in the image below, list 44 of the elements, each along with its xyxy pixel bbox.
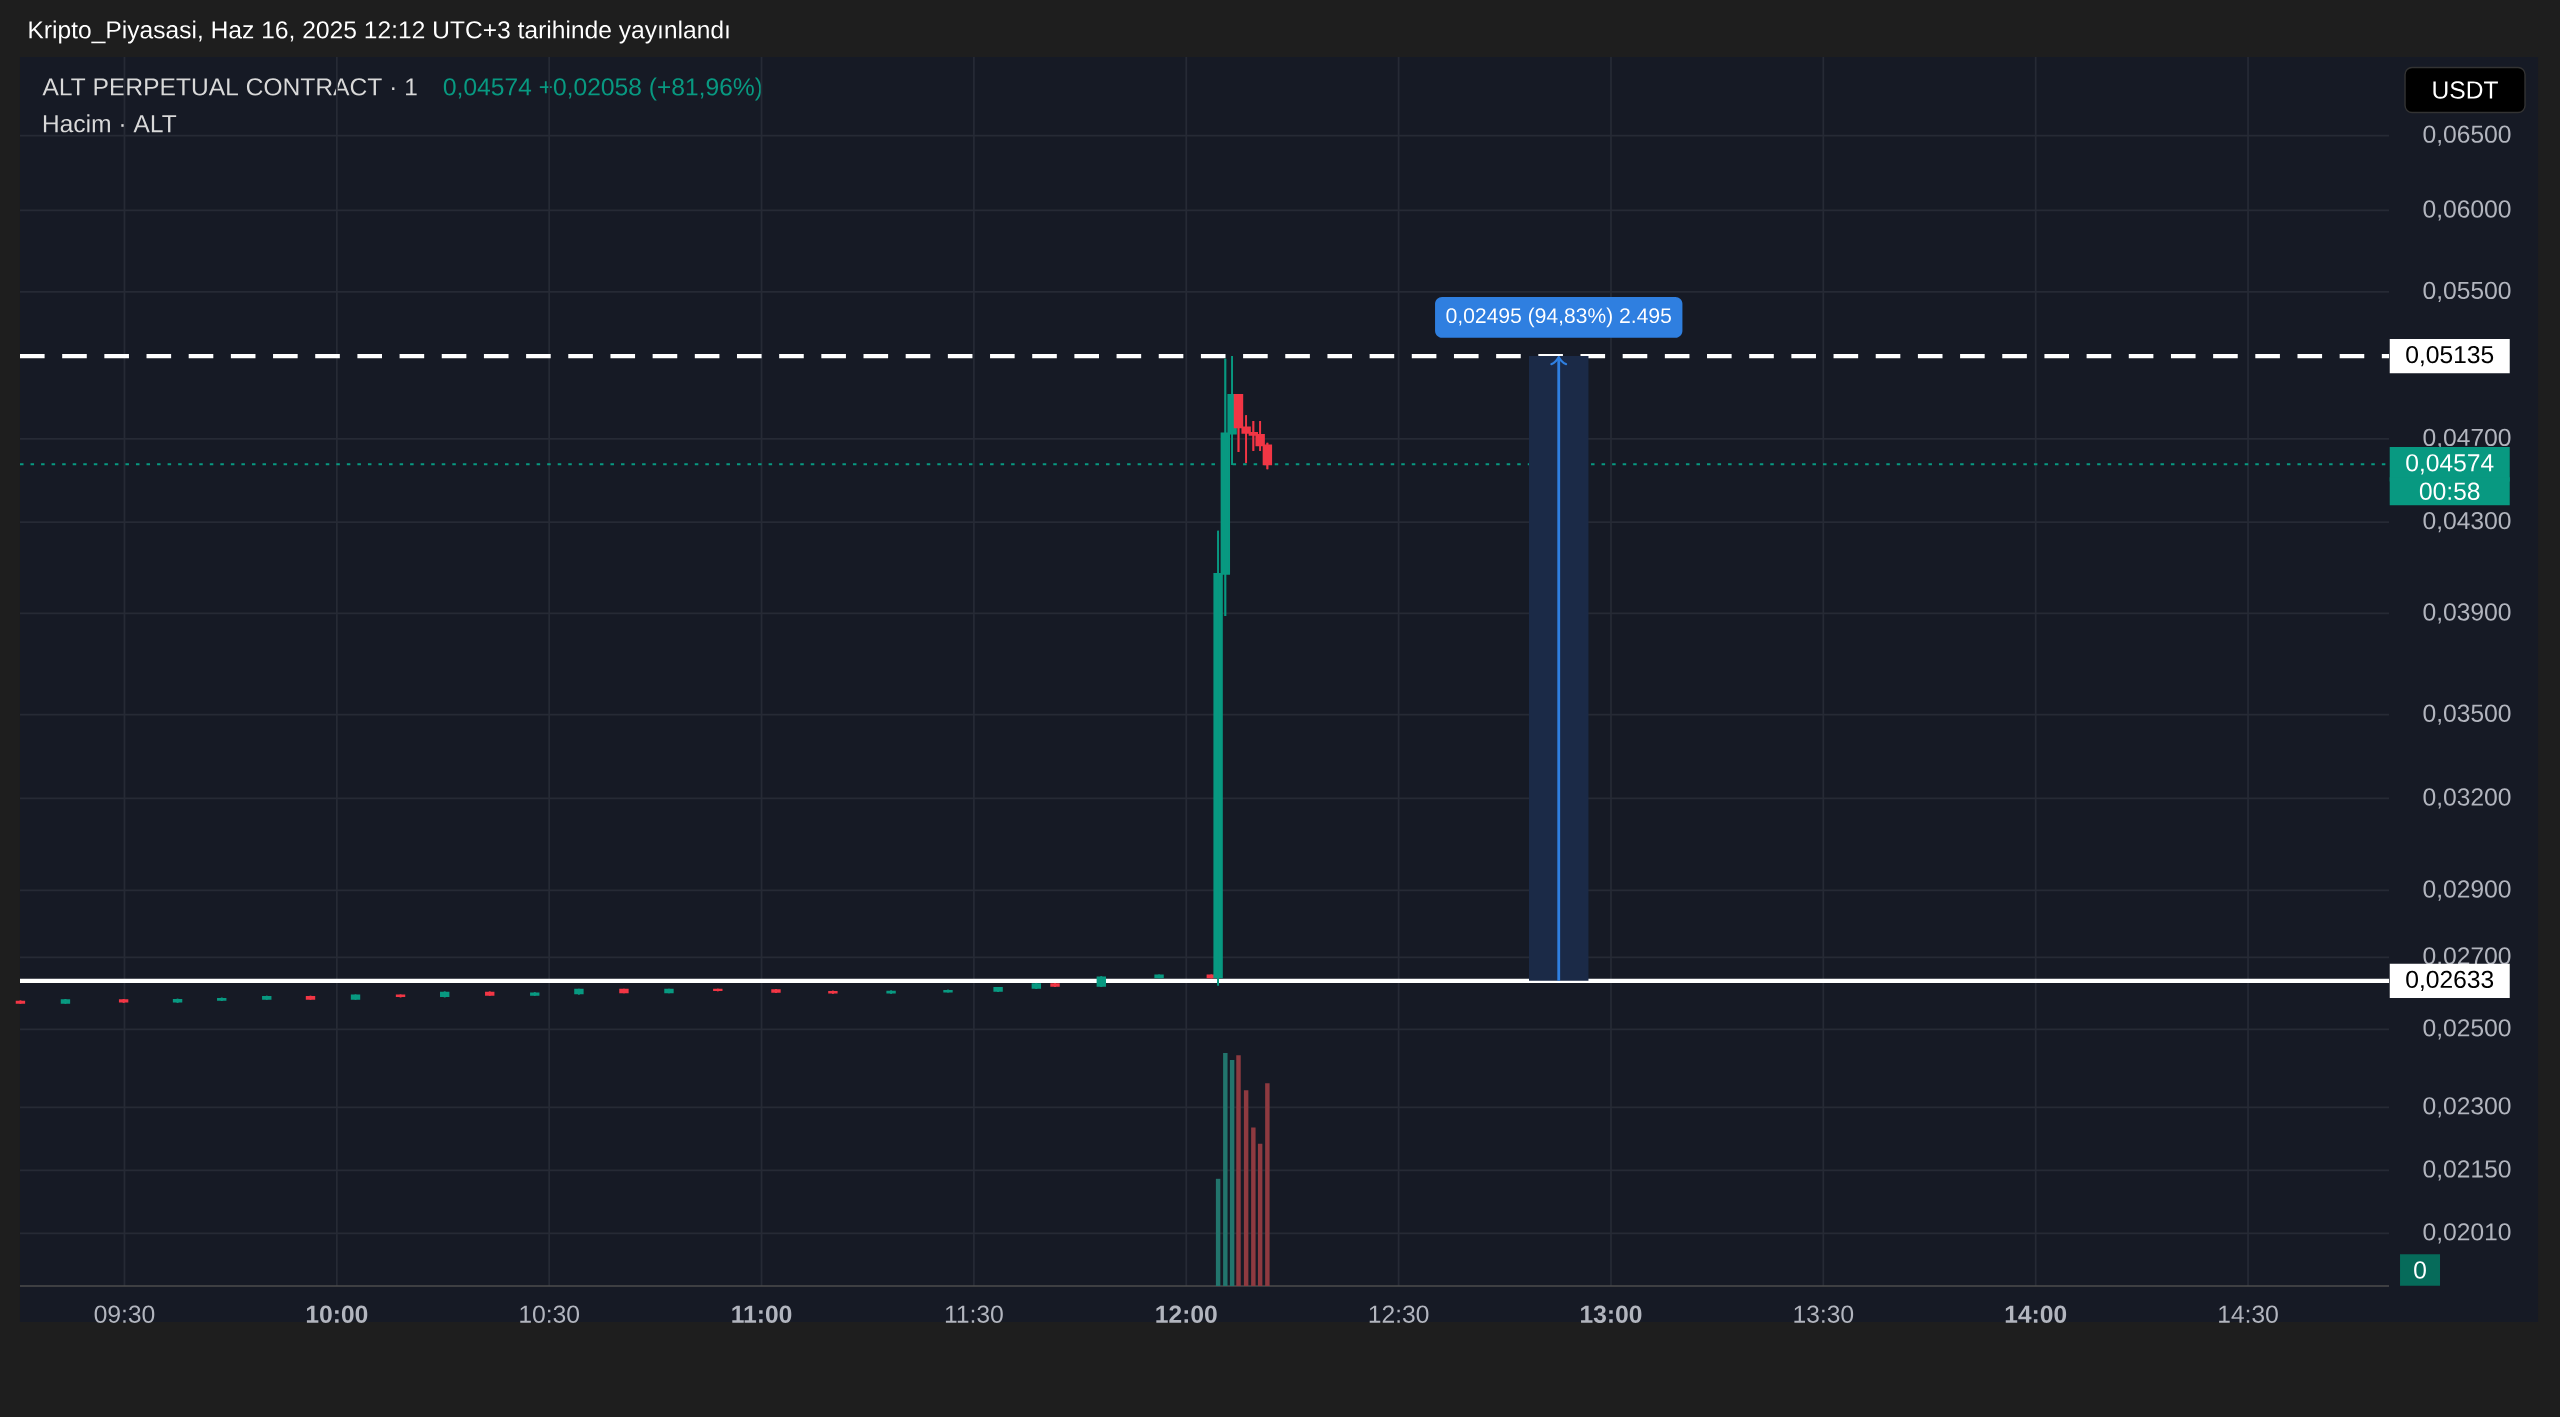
bar xyxy=(1229,1059,1235,1286)
y-tick-label: 0,02900 xyxy=(2423,880,2511,901)
chart-title: Hacim · ALT xyxy=(43,114,177,133)
text: 0,04574 +0,02058 (+81,96%) xyxy=(443,77,762,101)
y-tick-label: 0,02150 xyxy=(2423,1160,2511,1181)
annotation: 0,02495 (94,83%) 2.495 xyxy=(1446,307,1671,328)
x-tick-label: 11:30 xyxy=(945,1305,1003,1323)
bar xyxy=(1236,1055,1241,1286)
ref-line-label: 0,05135 xyxy=(2406,345,2494,367)
y-tick-label: 0,02300 xyxy=(2423,1097,2511,1118)
ref-line-label: 0,04574 xyxy=(2406,454,2494,475)
bar xyxy=(1243,1090,1249,1286)
y-tick-label: 0,06000 xyxy=(2423,200,2511,221)
text: ALT PERPETUAL CONTRACT · 1 xyxy=(42,78,417,96)
x-tick-label: 14:30 xyxy=(2219,1305,2278,1323)
y-tick-label: 0,02500 xyxy=(2423,1019,2511,1040)
y-tick-label: 0,02700 xyxy=(2423,947,2511,968)
y-tick-label: 0,02010 xyxy=(2423,1223,2511,1244)
x-tick-label: 09:30 xyxy=(94,1305,155,1323)
text: 00:58 xyxy=(2419,482,2480,500)
x-tick-label: 12:00 xyxy=(1156,1305,1217,1323)
bar xyxy=(1265,1083,1270,1286)
x-tick-label: 14:00 xyxy=(2005,1305,2067,1323)
text: Kripto_Piyasasi, Haz 16, 2025 12:12 UTC+3 tarihinde yayınlandı xyxy=(29,20,729,44)
x-tick-label: 13:00 xyxy=(1581,1305,1642,1323)
y-tick-label: 0,03900 xyxy=(2423,603,2511,624)
x-tick-label: 13:30 xyxy=(1794,1305,1854,1323)
ref-line-label: 0,02633 xyxy=(2406,970,2494,991)
y-tick-label: 0,03500 xyxy=(2423,704,2511,725)
y-tick-label: 0,06500 xyxy=(2423,125,2511,146)
y-tick-label: 0,05500 xyxy=(2423,281,2511,303)
x-tick-label: 10:00 xyxy=(306,1305,368,1323)
x-tick-label: 10:30 xyxy=(520,1305,580,1323)
y-tick-label: 0,04300 xyxy=(2423,511,2511,533)
bar xyxy=(1257,1143,1263,1286)
y-tick-label: 0,04700 xyxy=(2423,428,2511,450)
x-tick-label: 12:30 xyxy=(1369,1305,1429,1323)
bar xyxy=(1223,1053,1228,1286)
y-axis-title: USDT xyxy=(2433,81,2498,99)
x-tick-label: 11:00 xyxy=(732,1305,792,1323)
bar xyxy=(1215,1178,1221,1286)
bar xyxy=(1251,1127,1256,1286)
y-tick-label: 0,03200 xyxy=(2423,788,2511,809)
text: 0 xyxy=(2414,1261,2426,1279)
